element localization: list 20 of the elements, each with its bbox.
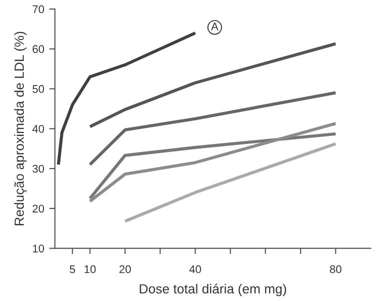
line-series [88,132,338,200]
y-tick-label: 70 [32,5,44,14]
y-tick-label: 20 [32,204,44,213]
line-series [88,91,338,166]
x-tick-label: 80 [330,265,342,274]
line-series [88,122,338,203]
x-tick-label: 20 [119,265,131,274]
y-tick-label: 30 [32,164,44,173]
y-tick-label: 60 [32,45,44,54]
y-tick-label: 40 [32,124,44,133]
annotation: A [211,22,218,30]
x-tick-label: 10 [84,265,96,274]
x-tick-label: 5 [70,265,76,274]
line-series [88,42,338,128]
y-axis-title: Redução aproximada de LDL (%) [14,32,27,226]
x-tick-label: 40 [189,265,202,274]
y-tick-label: 10 [32,244,44,252]
line-series [56,31,197,166]
x-axis-title: Dose total diária (em mg) [140,284,286,296]
y-tick-label: 50 [32,85,44,93]
